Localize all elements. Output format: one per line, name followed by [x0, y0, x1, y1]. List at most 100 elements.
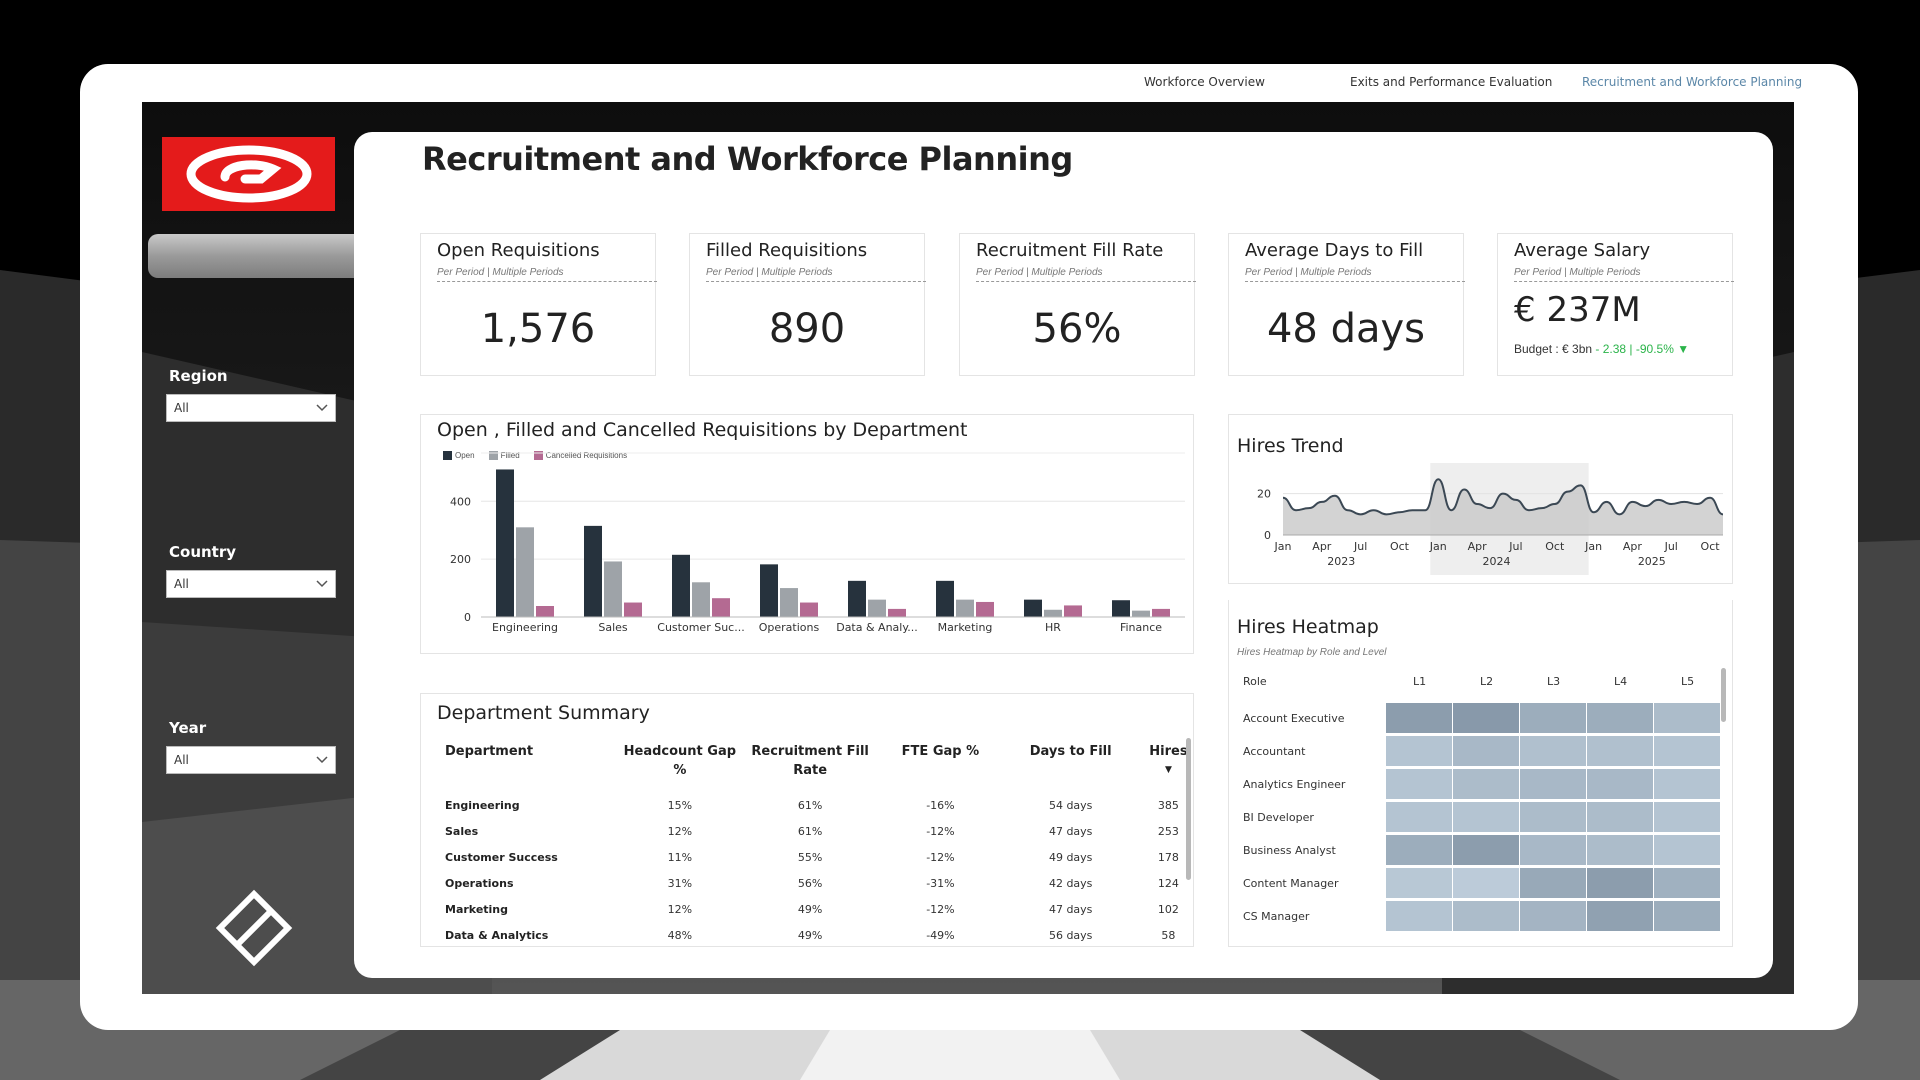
bar-filled: [1132, 610, 1150, 617]
heatmap-cell[interactable]: [1453, 802, 1519, 832]
col-header-fte-gap[interactable]: FTE Gap %: [901, 744, 980, 759]
table-row[interactable]: Sales 12% 61% -12% 47 days 253: [441, 818, 1193, 844]
table-row[interactable]: Engineering 15% 61% -16% 54 days 385: [441, 792, 1193, 818]
cell-headcount-gap: 31%: [667, 876, 693, 890]
heatmap-cell[interactable]: [1453, 901, 1519, 931]
bar-filled: [1044, 609, 1062, 617]
x-tick-label: Finance: [1120, 621, 1162, 634]
year-dropdown[interactable]: All: [166, 746, 336, 774]
legend-item-cancelled[interactable]: Cancelled Requisitions: [533, 451, 627, 460]
budget-value: € 3bn: [1562, 342, 1593, 356]
table-row[interactable]: Data & Analytics 48% 49% -49% 56 days 58: [441, 922, 1193, 946]
tab-exits-performance[interactable]: Exits and Performance Evaluation: [1350, 75, 1553, 89]
cell-fill-rate: 49%: [797, 928, 823, 942]
col-header-headcount-gap[interactable]: Headcount Gap %: [623, 744, 737, 778]
bar-open: [1024, 599, 1042, 617]
cell-fte-gap: -49%: [926, 928, 955, 942]
kpi-title: Filled Requisitions: [706, 240, 868, 261]
cell-fte-gap: -12%: [926, 902, 955, 916]
heatmap-cell[interactable]: [1654, 736, 1720, 766]
table-row[interactable]: Customer Success 11% 55% -12% 49 days 178: [441, 844, 1193, 870]
tab-workforce-overview[interactable]: Workforce Overview: [1144, 75, 1265, 89]
country-dropdown[interactable]: All: [166, 570, 336, 598]
heatmap-cell[interactable]: [1654, 769, 1720, 799]
x-tick-label: Jan: [1274, 540, 1292, 553]
table-scrollbar[interactable]: [1186, 738, 1191, 880]
heatmap-cell[interactable]: [1520, 901, 1586, 931]
heatmap-cell[interactable]: [1453, 703, 1519, 733]
reset-eraser-icon[interactable]: [214, 888, 294, 968]
chart-title: Open , Filled and Cancelled Requisitions…: [437, 419, 968, 441]
x-tick-label: Jan: [1429, 540, 1447, 553]
heatmap-cell[interactable]: [1587, 868, 1653, 898]
bar-cancelled-requisitions: [712, 598, 730, 617]
heatmap-column-label: L5: [1681, 675, 1695, 688]
heatmap-cell[interactable]: [1520, 703, 1586, 733]
heatmap-cell[interactable]: [1386, 769, 1452, 799]
col-header-fill-rate[interactable]: Recruitment Fill Rate: [751, 744, 869, 778]
bar-chart-svg: 0 200 400 Engineering Sales Customer Suc... Op…: [450, 452, 1185, 634]
cell-hires: 58: [1161, 928, 1176, 942]
heatmap-cell[interactable]: [1386, 736, 1452, 766]
heatmap-cell[interactable]: [1453, 835, 1519, 865]
heatmap-cell[interactable]: [1386, 703, 1452, 733]
department-summary-table: Department Headcount Gap % Recruitment F…: [441, 742, 1193, 946]
table-row[interactable]: Marketing 12% 49% -12% 47 days 102: [441, 896, 1193, 922]
heatmap-column-label: L3: [1547, 675, 1561, 688]
filter-label-country: Country: [169, 543, 237, 561]
chevron-down-icon: [316, 756, 328, 764]
table-row[interactable]: Operations 31% 56% -31% 42 days 124: [441, 870, 1193, 896]
legend-item-open[interactable]: Open: [443, 451, 475, 460]
heatmap-cell[interactable]: [1587, 802, 1653, 832]
bar-cancelled-requisitions: [976, 601, 994, 617]
heatmap-cell[interactable]: [1654, 835, 1720, 865]
heatmap-cell[interactable]: [1654, 901, 1720, 931]
kpi-subtitle: Per Period | Multiple Periods: [976, 267, 1196, 282]
heatmap-cell[interactable]: [1654, 703, 1720, 733]
heatmap-cell[interactable]: [1520, 802, 1586, 832]
cell-hires: 124: [1157, 876, 1179, 890]
year-label: 2023: [1327, 555, 1355, 568]
bar-open: [1112, 600, 1130, 617]
heatmap-row-label: Content Manager: [1243, 877, 1339, 890]
heatmap-cell[interactable]: [1654, 802, 1720, 832]
sort-desc-icon[interactable]: ▼: [1164, 765, 1172, 775]
company-logo: [162, 137, 335, 211]
heatmap-cell[interactable]: [1386, 835, 1452, 865]
y-tick-label: 200: [450, 553, 471, 566]
cell-department: Sales: [445, 824, 479, 838]
heatmap-scrollbar[interactable]: [1721, 668, 1726, 722]
heatmap-cell[interactable]: [1654, 868, 1720, 898]
heatmap-cell[interactable]: [1587, 769, 1653, 799]
heatmap-cell[interactable]: [1587, 736, 1653, 766]
heatmap-cell[interactable]: [1587, 703, 1653, 733]
heatmap-cell[interactable]: [1587, 901, 1653, 931]
col-header-department[interactable]: Department: [445, 744, 534, 759]
heatmap-cell[interactable]: [1453, 736, 1519, 766]
heatmap-cell[interactable]: [1453, 769, 1519, 799]
cell-headcount-gap: 15%: [667, 798, 693, 812]
col-header-hires[interactable]: Hires ▼: [1136, 742, 1193, 792]
year-dropdown-value: All: [174, 753, 189, 767]
tab-recruitment-planning[interactable]: Recruitment and Workforce Planning: [1582, 75, 1803, 89]
x-tick-label: Engineering: [492, 621, 558, 634]
budget-line: Budget : € 3bn - 2.38 | -90.5% ▼: [1514, 342, 1689, 356]
heatmap-cell[interactable]: [1520, 868, 1586, 898]
region-dropdown[interactable]: All: [166, 394, 336, 422]
heatmap-cell[interactable]: [1587, 835, 1653, 865]
bar-open: [496, 469, 514, 617]
heatmap-cell[interactable]: [1520, 835, 1586, 865]
legend-item-filled[interactable]: Filled: [488, 451, 520, 460]
heatmap-cell[interactable]: [1520, 769, 1586, 799]
x-tick-label: Jul: [1353, 540, 1367, 553]
kpi-value: 48 days: [1266, 306, 1426, 352]
heatmap-cell[interactable]: [1386, 802, 1452, 832]
cell-fill-rate: 55%: [797, 850, 823, 864]
heatmap-cell[interactable]: [1386, 868, 1452, 898]
heatmap-cell[interactable]: [1520, 736, 1586, 766]
cell-department: Operations: [445, 876, 514, 890]
bar-cancelled-requisitions: [1064, 605, 1082, 617]
heatmap-cell[interactable]: [1386, 901, 1452, 931]
col-header-days-to-fill[interactable]: Days to Fill: [1029, 744, 1112, 759]
heatmap-cell[interactable]: [1453, 868, 1519, 898]
